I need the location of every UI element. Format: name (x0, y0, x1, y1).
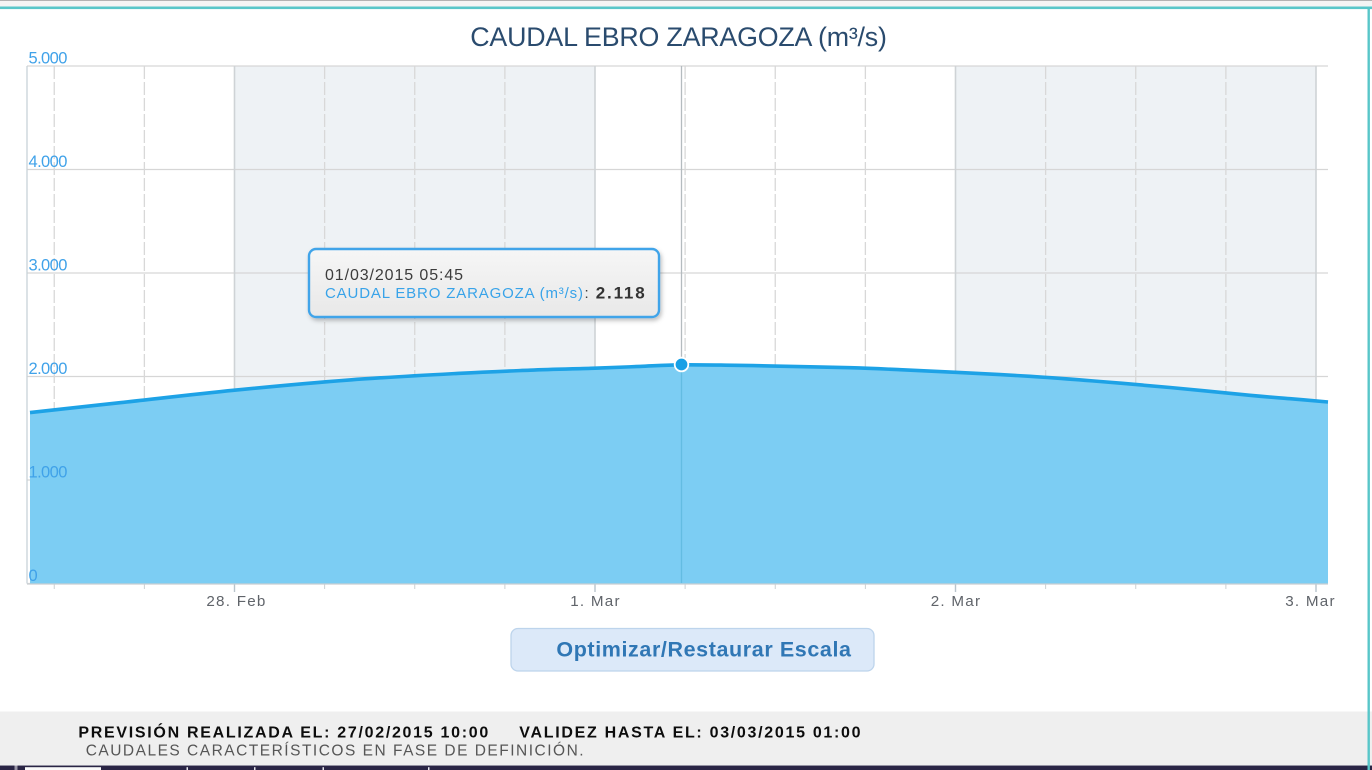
svg-text:Optimizar/Restaurar Escala: Optimizar/Restaurar Escala (556, 638, 852, 662)
svg-text:1.000: 1.000 (29, 464, 68, 482)
svg-text::: : (585, 285, 589, 302)
svg-text:2. Mar: 2. Mar (931, 593, 982, 610)
svg-text:01/03/2015 05:45: 01/03/2015 05:45 (325, 267, 464, 284)
svg-text:0: 0 (29, 567, 38, 585)
svg-text:3. Mar: 3. Mar (1285, 593, 1336, 610)
svg-text:28. Feb: 28. Feb (206, 593, 266, 610)
svg-text:2.118: 2.118 (596, 283, 647, 302)
svg-text:PREVISIÓN REALIZADA EL: 27/02/: PREVISIÓN REALIZADA EL: 27/02/2015 10:00… (78, 723, 862, 742)
svg-text:1. Mar: 1. Mar (570, 593, 621, 610)
svg-text:2.000: 2.000 (29, 360, 68, 378)
svg-text:5.000: 5.000 (29, 50, 68, 68)
svg-text:4.000: 4.000 (29, 153, 68, 171)
svg-text:3.000: 3.000 (29, 257, 68, 275)
svg-text:CAUDAL EBRO ZARAGOZA (m³/s): CAUDAL EBRO ZARAGOZA (m³/s) (470, 22, 886, 52)
svg-text:CAUDALES CARACTERÍSTICOS EN FA: CAUDALES CARACTERÍSTICOS EN FASE DE DEFI… (86, 743, 585, 760)
svg-text:CAUDAL EBRO ZARAGOZA (m³/s): CAUDAL EBRO ZARAGOZA (m³/s) (325, 285, 584, 302)
